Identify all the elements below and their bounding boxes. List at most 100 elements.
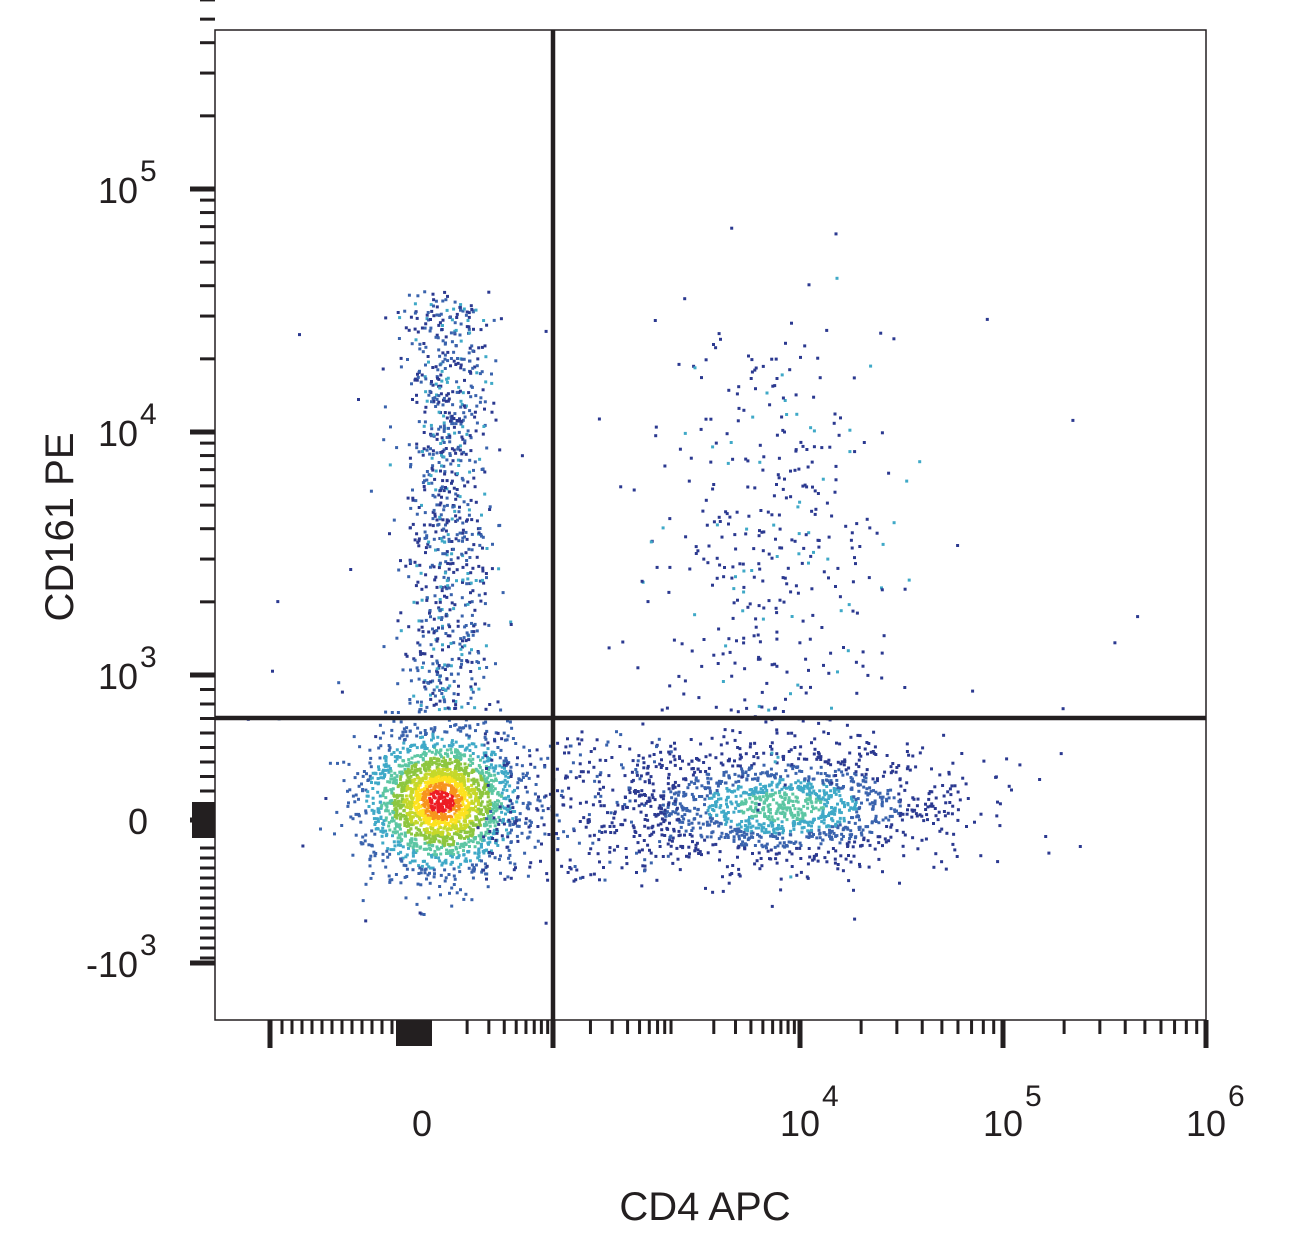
event-dot	[672, 792, 676, 796]
event-dot	[462, 815, 466, 819]
event-dot	[769, 794, 773, 798]
event-dot	[450, 481, 453, 485]
event-dot	[442, 464, 446, 468]
event-dot	[423, 410, 427, 414]
event-dot	[386, 847, 390, 851]
event-dot	[781, 827, 785, 830]
event-dot	[582, 816, 586, 820]
event-dot	[443, 762, 447, 766]
event-dot	[757, 851, 761, 855]
event-dot	[683, 679, 687, 683]
event-dot	[408, 456, 412, 460]
event-dot	[450, 751, 454, 755]
event-dot	[376, 790, 380, 794]
event-dot	[438, 386, 442, 390]
event-dot	[423, 787, 427, 791]
event-dot	[537, 795, 540, 799]
event-dot	[439, 681, 443, 685]
event-dot	[462, 897, 466, 901]
event-dot	[422, 828, 426, 831]
event-dot	[381, 859, 385, 863]
event-dot	[439, 312, 443, 316]
event-dot	[399, 365, 403, 369]
event-dot	[767, 815, 771, 818]
event-dot	[621, 807, 625, 811]
event-dot	[421, 808, 425, 812]
event-dot	[517, 824, 521, 828]
event-dot	[763, 812, 767, 816]
event-dot	[849, 860, 853, 864]
event-dot	[466, 785, 470, 789]
event-dot	[933, 807, 937, 810]
event-dot	[750, 791, 754, 795]
event-dot	[433, 594, 437, 598]
event-dot	[475, 810, 479, 814]
event-dot	[703, 797, 707, 801]
event-dot	[466, 777, 470, 781]
event-dot	[470, 600, 474, 604]
event-dot	[461, 536, 465, 540]
event-dot	[431, 493, 435, 497]
event-dot	[936, 818, 940, 822]
event-dot	[453, 792, 457, 796]
event-dot	[779, 775, 783, 779]
event-dot	[388, 812, 392, 816]
event-dot	[478, 666, 481, 670]
event-dot	[953, 848, 957, 852]
event-dot	[455, 772, 458, 776]
event-dot	[443, 411, 447, 414]
event-dot	[470, 648, 473, 652]
event-dot	[433, 829, 437, 832]
event-dot	[722, 809, 726, 813]
event-dot	[451, 561, 455, 565]
event-dot	[435, 375, 439, 379]
event-dot	[540, 816, 544, 820]
event-dot	[482, 675, 486, 679]
event-dot	[910, 808, 914, 812]
event-dot	[422, 424, 426, 428]
event-dot	[434, 469, 438, 473]
event-dot	[677, 829, 681, 833]
event-dot	[423, 816, 427, 820]
event-dot	[799, 857, 803, 860]
event-dot	[871, 750, 875, 753]
event-dot	[849, 835, 853, 838]
event-dot	[826, 557, 830, 561]
event-dot	[808, 637, 812, 641]
event-dot	[849, 806, 853, 810]
event-dot	[400, 772, 404, 776]
event-dot	[708, 791, 712, 795]
event-dot	[414, 499, 418, 503]
event-dot	[361, 899, 365, 903]
event-dot	[442, 504, 446, 508]
event-dot	[460, 793, 464, 797]
event-dot	[828, 834, 831, 838]
event-dot	[427, 760, 431, 764]
event-dot	[654, 425, 658, 429]
event-dot	[750, 764, 754, 768]
event-dot	[736, 419, 740, 423]
event-dot	[745, 527, 749, 531]
event-dot	[754, 625, 758, 629]
event-dot	[373, 832, 377, 836]
event-dot	[726, 461, 730, 465]
event-dot	[448, 684, 452, 688]
event-dot	[451, 629, 455, 633]
event-dot	[386, 855, 390, 859]
event-dot	[354, 812, 358, 816]
event-dot	[448, 797, 452, 801]
event-dot	[750, 815, 754, 819]
event-dot	[671, 786, 675, 790]
event-dot	[736, 803, 740, 807]
event-dot	[456, 472, 459, 476]
event-dot	[673, 763, 677, 767]
event-dot	[411, 496, 415, 500]
event-dot	[443, 868, 447, 872]
event-dot	[850, 546, 854, 550]
event-dot	[446, 754, 450, 758]
event-dot	[848, 428, 852, 432]
event-dot	[378, 736, 382, 740]
event-dot	[497, 524, 501, 528]
event-dot	[436, 376, 439, 380]
event-dot	[430, 855, 434, 859]
